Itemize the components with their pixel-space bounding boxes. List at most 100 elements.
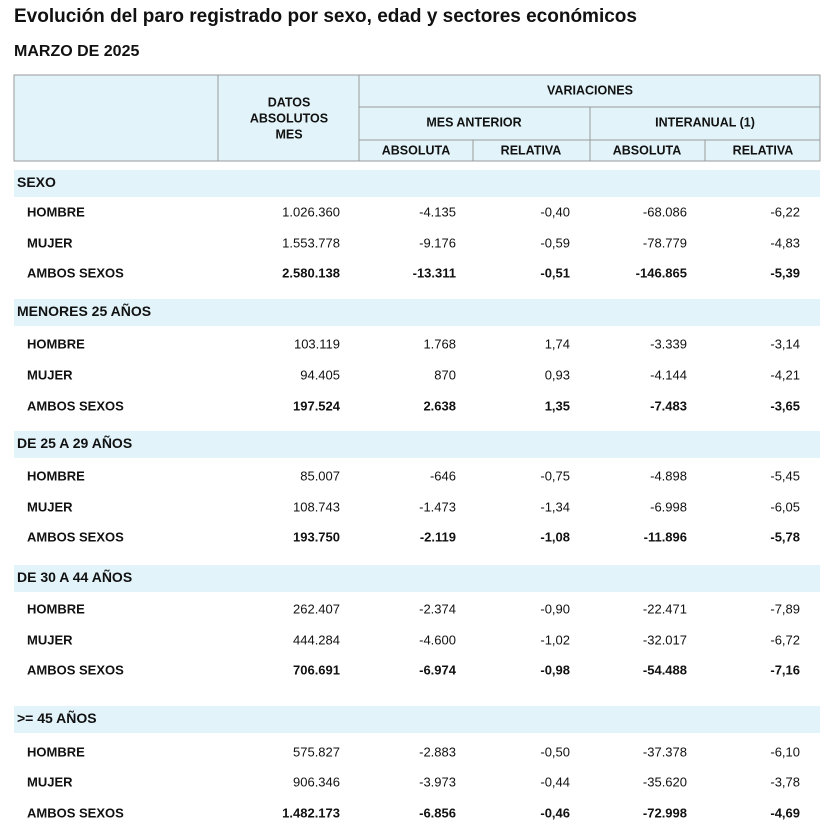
- column-header: VARIACIONES: [547, 83, 633, 97]
- table-header: [13, 74, 821, 162]
- cell: 706.691: [293, 662, 340, 677]
- column-header: INTERANUAL (1): [655, 115, 755, 129]
- cell: -2.119: [420, 529, 456, 544]
- cell: -3,78: [770, 774, 800, 789]
- cell: -0,75: [540, 468, 570, 483]
- cell: -0,44: [540, 774, 570, 789]
- cell: 0,93: [545, 367, 570, 382]
- section-label: >= 45 AÑOS: [17, 709, 97, 726]
- cell: -0,51: [540, 265, 570, 280]
- column-header: MES: [275, 127, 302, 141]
- cell: -646: [430, 468, 456, 483]
- cell: -54.488: [643, 662, 687, 677]
- cell: -0,46: [540, 805, 570, 820]
- cell: 197.524: [293, 398, 341, 413]
- cell: -7.483: [650, 398, 687, 413]
- cell: -4,21: [770, 367, 800, 382]
- cell: -4,83: [770, 235, 800, 250]
- cell: -7,89: [770, 601, 800, 616]
- cell: -1.473: [419, 499, 456, 514]
- section-label: DE 30 A 44 AÑOS: [17, 568, 132, 585]
- subtitle: MARZO DE 2025: [14, 43, 139, 60]
- cell: -6.974: [419, 662, 457, 677]
- cell: 1.553.778: [282, 235, 340, 250]
- cell: -6,22: [770, 204, 800, 219]
- cell: -0,59: [540, 235, 570, 250]
- cell: 94.405: [300, 367, 340, 382]
- row-label: AMBOS SEXOS: [27, 529, 124, 544]
- cell: 870: [434, 367, 456, 382]
- table-body: SEXO HOMBRE 1.026.360 -4.135 -0,40 -68.086 -6,…: [14, 170, 820, 820]
- section-label: MENORES 25 AÑOS: [17, 302, 151, 319]
- cell: 906.346: [293, 774, 340, 789]
- cell: -3,14: [770, 336, 800, 351]
- cell: -6,72: [770, 632, 800, 647]
- cell: -68.086: [643, 204, 687, 219]
- section-band: [14, 431, 820, 458]
- cell: -1,08: [540, 529, 570, 544]
- section-band: [14, 170, 820, 197]
- row-label: HOMBRE: [27, 468, 85, 483]
- section-label: DE 25 A 29 AÑOS: [17, 434, 132, 451]
- row-label: HOMBRE: [27, 744, 85, 759]
- cell: -3.973: [419, 774, 456, 789]
- cell: -9.176: [419, 235, 456, 250]
- column-header: ABSOLUTOS: [250, 111, 328, 125]
- section-band: [14, 299, 820, 326]
- cell: 1.026.360: [282, 204, 340, 219]
- cell: -6,10: [770, 744, 800, 759]
- row-label: HOMBRE: [27, 336, 85, 351]
- row-label: MUJER: [27, 367, 73, 382]
- cell: 575.827: [293, 744, 340, 759]
- cell: -78.779: [643, 235, 687, 250]
- cell: -72.998: [643, 805, 687, 820]
- section-band: [14, 706, 820, 733]
- cell: -2.883: [419, 744, 456, 759]
- cell: -37.378: [643, 744, 687, 759]
- cell: -0,50: [540, 744, 570, 759]
- cell: 193.750: [293, 529, 340, 544]
- cell: 2.580.138: [282, 265, 340, 280]
- cell: -4.135: [419, 204, 456, 219]
- cell: -4.144: [650, 367, 687, 382]
- cell: 103.119: [294, 336, 340, 351]
- cell: -35.620: [643, 774, 687, 789]
- section-band: [14, 565, 820, 592]
- cell: 1.482.173: [282, 805, 340, 820]
- cell: 262.407: [293, 601, 340, 616]
- cell: -5,39: [770, 265, 800, 280]
- column-header: MES ANTERIOR: [426, 115, 521, 129]
- cell: 108.743: [293, 499, 340, 514]
- cell: -4,69: [770, 805, 800, 820]
- cell: -2.374: [419, 601, 456, 616]
- cell: 2.638: [423, 398, 456, 413]
- cell: -3,65: [770, 398, 800, 413]
- row-label: AMBOS SEXOS: [27, 662, 124, 677]
- row-label: MUJER: [27, 235, 73, 250]
- column-header: RELATIVA: [733, 143, 794, 157]
- cell: -32.017: [643, 632, 687, 647]
- column-header: DATOS: [268, 95, 311, 109]
- cell: -4.898: [650, 468, 687, 483]
- row-label: MUJER: [27, 499, 73, 514]
- cell: -1,02: [540, 632, 570, 647]
- row-label: AMBOS SEXOS: [27, 265, 124, 280]
- row-label: AMBOS SEXOS: [27, 398, 124, 413]
- cell: -146.865: [636, 265, 687, 280]
- column-header: RELATIVA: [501, 143, 562, 157]
- cell: 444.284: [293, 632, 340, 647]
- cell: -1,34: [540, 499, 570, 514]
- cell: 1,74: [545, 336, 570, 351]
- cell: -7,16: [770, 662, 800, 677]
- cell: 1,35: [545, 398, 570, 413]
- row-label: MUJER: [27, 632, 73, 647]
- cell: -4.600: [419, 632, 456, 647]
- header-background: [13, 74, 821, 162]
- cell: -13.311: [413, 265, 456, 280]
- cell: -6.856: [419, 805, 456, 820]
- cell: -11.896: [644, 529, 687, 544]
- cell: -5,78: [770, 529, 800, 544]
- cell: -5,45: [770, 468, 800, 483]
